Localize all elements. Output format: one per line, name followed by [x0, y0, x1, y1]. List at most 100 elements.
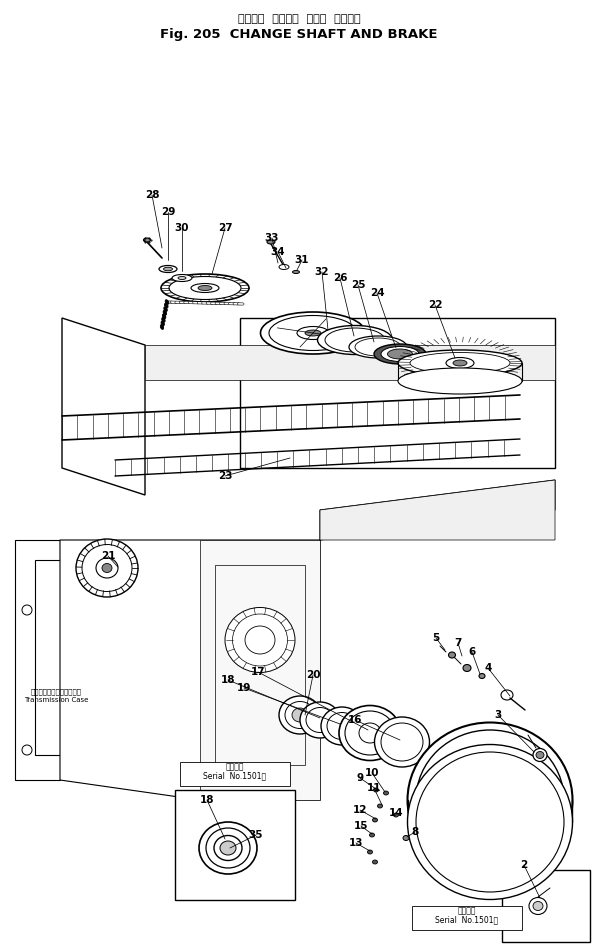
Ellipse shape	[261, 312, 365, 354]
Ellipse shape	[162, 314, 166, 319]
Ellipse shape	[394, 813, 398, 817]
Text: Transmission Case: Transmission Case	[24, 697, 88, 703]
Text: 28: 28	[145, 190, 159, 200]
Ellipse shape	[161, 325, 164, 329]
Ellipse shape	[279, 696, 321, 734]
Text: 32: 32	[314, 267, 329, 277]
Ellipse shape	[267, 240, 275, 244]
Ellipse shape	[300, 702, 340, 738]
Ellipse shape	[359, 723, 381, 743]
Ellipse shape	[339, 705, 401, 761]
Ellipse shape	[325, 328, 385, 352]
Text: 17: 17	[251, 667, 265, 677]
Text: 23: 23	[218, 471, 232, 481]
Polygon shape	[320, 480, 555, 540]
Bar	[412, 906, 522, 930]
Ellipse shape	[467, 779, 513, 821]
Ellipse shape	[374, 788, 379, 792]
Text: 10: 10	[365, 768, 379, 778]
Ellipse shape	[381, 347, 419, 362]
Ellipse shape	[355, 338, 401, 356]
Text: トランスミッションケース: トランスミッションケース	[31, 688, 81, 695]
Text: 21: 21	[101, 551, 115, 561]
Ellipse shape	[536, 751, 544, 759]
Ellipse shape	[285, 702, 315, 728]
Ellipse shape	[321, 707, 363, 745]
Polygon shape	[62, 318, 145, 495]
Text: 20: 20	[305, 670, 320, 680]
Text: 3: 3	[494, 710, 501, 720]
Ellipse shape	[161, 274, 249, 302]
Ellipse shape	[407, 744, 573, 900]
Ellipse shape	[388, 349, 413, 359]
Ellipse shape	[172, 274, 192, 282]
Ellipse shape	[377, 804, 383, 808]
Text: 16: 16	[348, 715, 362, 725]
Text: 8: 8	[412, 827, 419, 837]
Text: 2: 2	[521, 860, 528, 870]
Ellipse shape	[225, 607, 295, 672]
Ellipse shape	[345, 711, 395, 755]
Ellipse shape	[398, 350, 522, 376]
Ellipse shape	[163, 310, 167, 315]
Ellipse shape	[381, 723, 423, 761]
Ellipse shape	[410, 352, 510, 373]
Text: 27: 27	[217, 223, 232, 233]
Ellipse shape	[76, 539, 138, 597]
Polygon shape	[60, 540, 320, 800]
Ellipse shape	[214, 836, 242, 861]
Ellipse shape	[446, 358, 474, 368]
Ellipse shape	[297, 327, 329, 340]
Ellipse shape	[161, 321, 164, 326]
Text: 25: 25	[351, 280, 365, 290]
Ellipse shape	[292, 270, 300, 273]
Ellipse shape	[416, 730, 564, 870]
Text: 19: 19	[237, 683, 251, 693]
Ellipse shape	[453, 360, 467, 366]
Polygon shape	[200, 540, 320, 800]
Bar	[215, 565, 305, 765]
Text: 14: 14	[389, 808, 403, 818]
Text: 7: 7	[454, 638, 462, 648]
Ellipse shape	[445, 758, 535, 843]
Text: 6: 6	[468, 647, 476, 657]
Text: 33: 33	[265, 233, 279, 243]
Ellipse shape	[398, 368, 522, 394]
Ellipse shape	[198, 286, 212, 290]
Text: 34: 34	[271, 247, 285, 257]
Ellipse shape	[162, 317, 165, 322]
Text: 12: 12	[353, 805, 367, 815]
Ellipse shape	[374, 344, 426, 364]
Ellipse shape	[164, 307, 167, 311]
Text: 11: 11	[367, 783, 381, 793]
Ellipse shape	[373, 860, 377, 864]
Ellipse shape	[407, 723, 573, 878]
Ellipse shape	[232, 614, 288, 666]
Text: 29: 29	[161, 207, 175, 217]
Ellipse shape	[317, 326, 392, 354]
Text: 15: 15	[354, 821, 368, 831]
Ellipse shape	[349, 336, 407, 358]
Polygon shape	[145, 345, 555, 380]
Ellipse shape	[159, 266, 177, 272]
Ellipse shape	[449, 652, 455, 658]
Text: Serial  No.1501～: Serial No.1501～	[435, 915, 498, 924]
Text: Fig. 205  CHANGE SHAFT AND BRAKE: Fig. 205 CHANGE SHAFT AND BRAKE	[161, 28, 438, 41]
Ellipse shape	[403, 836, 409, 841]
Bar	[502, 870, 590, 942]
Ellipse shape	[220, 841, 236, 855]
Ellipse shape	[435, 748, 545, 851]
Ellipse shape	[144, 238, 150, 242]
Ellipse shape	[96, 558, 118, 578]
Ellipse shape	[169, 276, 241, 300]
Ellipse shape	[306, 707, 334, 732]
Text: Serial  No.1501～: Serial No.1501～	[204, 771, 267, 780]
Ellipse shape	[529, 898, 547, 915]
Ellipse shape	[416, 752, 564, 892]
Ellipse shape	[164, 268, 173, 270]
Text: 22: 22	[428, 300, 442, 310]
Ellipse shape	[199, 822, 257, 874]
Text: 18: 18	[199, 795, 214, 805]
Text: 適用番号: 適用番号	[458, 906, 476, 915]
Ellipse shape	[269, 315, 357, 350]
